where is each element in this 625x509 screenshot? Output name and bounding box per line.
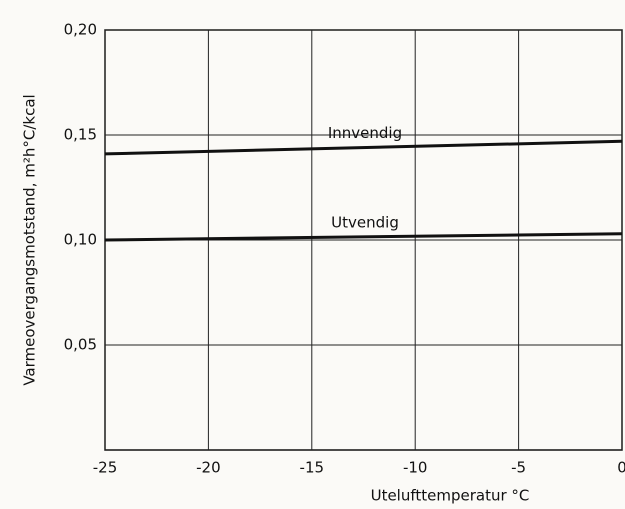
x-axis-label: Utelufttemperatur °C bbox=[371, 487, 530, 505]
x-tick-label: -25 bbox=[93, 459, 118, 477]
y-tick-label: 0,10 bbox=[64, 231, 97, 249]
data-line bbox=[104, 232, 623, 242]
y-tick-label: 0,20 bbox=[64, 21, 97, 39]
x-tick-label: -10 bbox=[403, 459, 428, 477]
x-tick-label: 0 bbox=[617, 459, 625, 477]
data-line bbox=[104, 139, 623, 156]
x-tick-label: -15 bbox=[300, 459, 325, 477]
x-tick-label: -5 bbox=[511, 459, 526, 477]
series-label: Utvendig bbox=[331, 213, 399, 231]
y-axis-label: Varmeovergangsmotstand, m²h°C/kcal bbox=[21, 94, 39, 385]
x-tick-label: -20 bbox=[196, 459, 221, 477]
y-tick-label: 0,05 bbox=[64, 336, 97, 354]
series-label: Innvendig bbox=[328, 124, 402, 142]
y-tick-label: 0,15 bbox=[64, 126, 97, 144]
